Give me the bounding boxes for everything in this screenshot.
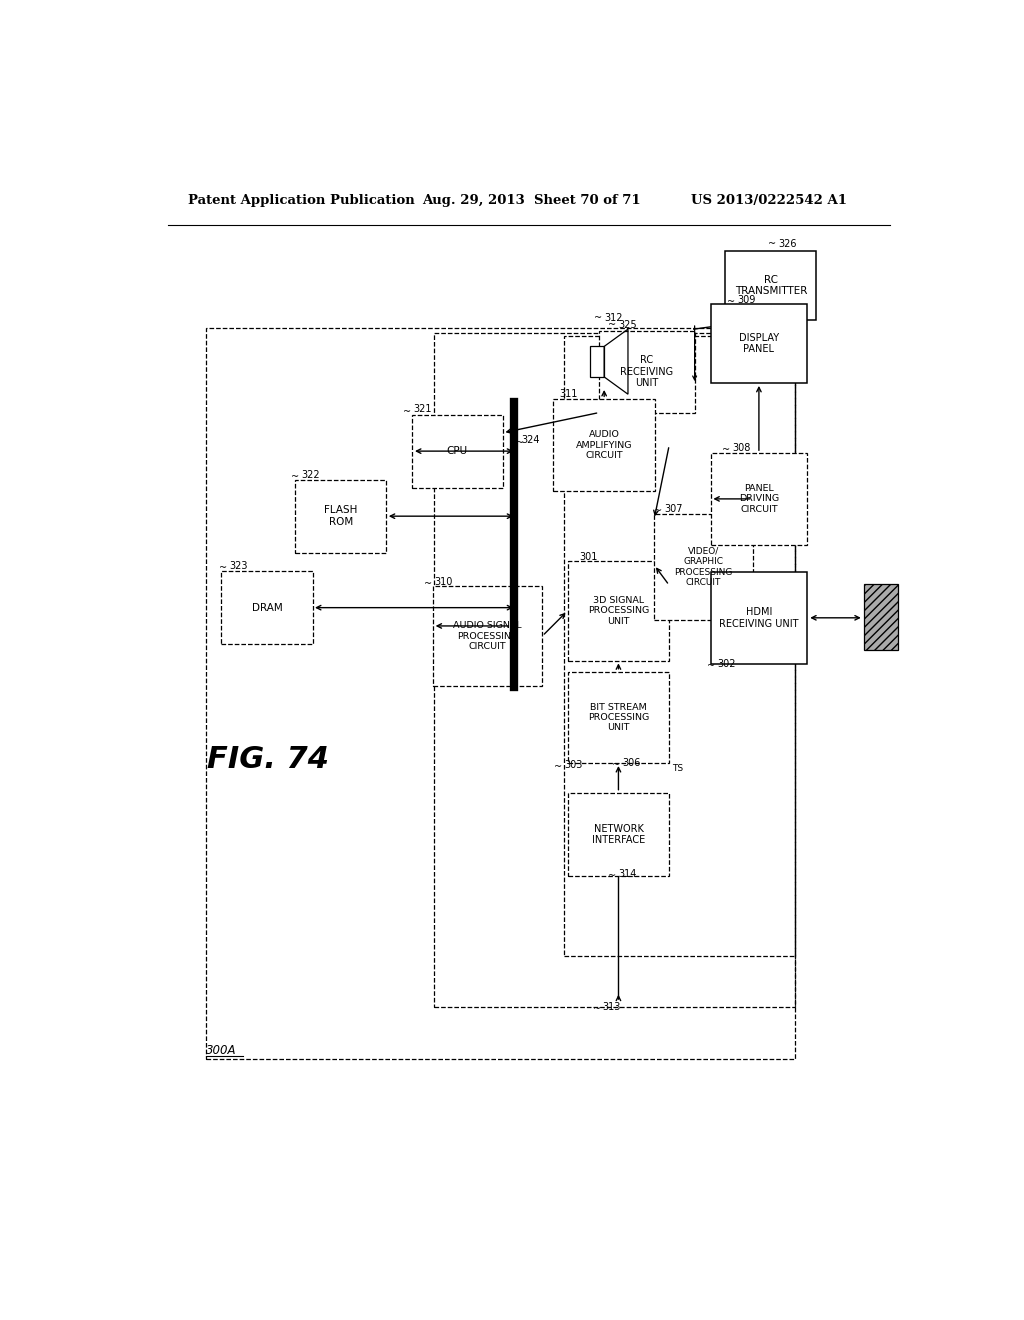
Text: RC
TRANSMITTER: RC TRANSMITTER	[734, 275, 807, 296]
Text: FIG. 74: FIG. 74	[207, 746, 330, 775]
Text: ~: ~	[219, 564, 227, 573]
Text: ~: ~	[554, 762, 562, 772]
Text: 308: 308	[733, 444, 751, 453]
Text: ~: ~	[593, 1005, 601, 1014]
Text: Patent Application Publication: Patent Application Publication	[187, 194, 415, 207]
Text: ~: ~	[403, 407, 412, 417]
Text: 302: 302	[718, 659, 736, 669]
Text: AUDIO
AMPLIFYING
CIRCUIT: AUDIO AMPLIFYING CIRCUIT	[575, 430, 633, 459]
Text: ~: ~	[768, 239, 776, 249]
Text: ~: ~	[722, 445, 730, 455]
Bar	[433, 586, 543, 686]
Text: 313: 313	[602, 1002, 621, 1012]
Text: 325: 325	[618, 321, 637, 330]
Bar	[295, 479, 386, 553]
Text: US 2013/0222542 A1: US 2013/0222542 A1	[691, 194, 848, 207]
Bar	[567, 561, 670, 660]
Text: 326: 326	[778, 239, 798, 249]
Text: 306: 306	[623, 758, 641, 768]
Text: ~: ~	[727, 297, 735, 306]
Bar	[553, 399, 655, 491]
Text: 314: 314	[618, 869, 637, 879]
Text: 322: 322	[301, 470, 319, 479]
Text: ~: ~	[424, 579, 432, 589]
Text: 310: 310	[434, 577, 453, 587]
Text: ~: ~	[654, 506, 663, 516]
Text: ~: ~	[594, 313, 602, 323]
Bar	[567, 792, 670, 876]
Text: 307: 307	[665, 504, 683, 513]
Text: ~: ~	[608, 321, 616, 330]
Bar	[711, 304, 807, 383]
Text: AUDIO SIGNAL
PROCESSING
CIRCUIT: AUDIO SIGNAL PROCESSING CIRCUIT	[454, 622, 522, 651]
Text: DISPLAY
PANEL: DISPLAY PANEL	[739, 333, 779, 354]
Text: FLASH
ROM: FLASH ROM	[324, 506, 357, 527]
Text: 3D SIGNAL
PROCESSING
UNIT: 3D SIGNAL PROCESSING UNIT	[588, 595, 649, 626]
Bar	[711, 572, 807, 664]
Text: 323: 323	[229, 561, 248, 572]
Text: ~: ~	[612, 760, 621, 771]
Bar	[567, 672, 670, 763]
Text: 321: 321	[414, 404, 432, 414]
Text: ~: ~	[291, 471, 299, 482]
Bar	[590, 346, 604, 378]
Bar	[864, 585, 898, 651]
Text: Aug. 29, 2013  Sheet 70 of 71: Aug. 29, 2013 Sheet 70 of 71	[422, 194, 640, 207]
Text: 324: 324	[521, 436, 540, 445]
Text: 311: 311	[559, 389, 578, 399]
Bar	[653, 513, 753, 620]
Bar	[433, 333, 795, 1007]
Text: 312: 312	[604, 313, 623, 323]
Bar	[725, 251, 816, 319]
Bar	[412, 414, 503, 487]
Text: TS: TS	[673, 764, 684, 774]
Bar	[221, 572, 312, 644]
Bar	[599, 331, 694, 412]
Text: 303: 303	[564, 760, 583, 771]
Text: VIDEO/
GRAPHIC
PROCESSING
CIRCUIT: VIDEO/ GRAPHIC PROCESSING CIRCUIT	[674, 546, 732, 587]
Text: ~: ~	[608, 871, 616, 880]
Text: PANEL
DRIVING
CIRCUIT: PANEL DRIVING CIRCUIT	[739, 484, 779, 513]
Text: CPU: CPU	[446, 446, 468, 457]
Text: ~: ~	[708, 660, 716, 671]
Text: 300A: 300A	[206, 1044, 237, 1057]
Text: 301: 301	[580, 552, 598, 562]
Bar	[206, 329, 795, 1059]
Text: HDMI
RECEIVING UNIT: HDMI RECEIVING UNIT	[719, 607, 799, 628]
Text: RC
RECEIVING
UNIT: RC RECEIVING UNIT	[621, 355, 674, 388]
Text: NETWORK
INTERFACE: NETWORK INTERFACE	[592, 824, 645, 845]
Bar	[711, 453, 807, 545]
Text: DRAM: DRAM	[252, 603, 283, 612]
Text: ~: ~	[516, 438, 524, 447]
Text: BIT STREAM
PROCESSING
UNIT: BIT STREAM PROCESSING UNIT	[588, 702, 649, 733]
Text: 309: 309	[737, 294, 756, 305]
Bar	[563, 337, 795, 956]
